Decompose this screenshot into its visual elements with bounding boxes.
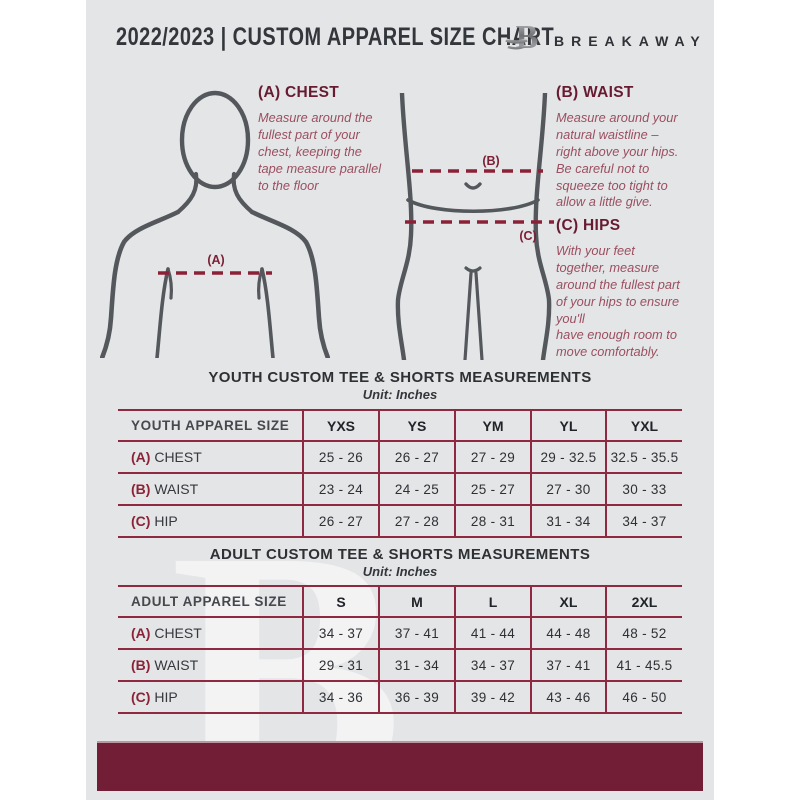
size-range-cell: 29 - 32.5 <box>530 441 606 473</box>
size-column-header: YS <box>378 410 455 441</box>
waist-hips-silhouette-figure: (B) (C) <box>395 93 554 360</box>
youth-size-table: YOUTH APPAREL SIZE YXS YS YM YL YXL (A) CHEST… <box>118 409 682 538</box>
row-letter-prefix: (A) <box>131 625 151 641</box>
adult-table-unit: Unit: Inches <box>362 564 438 579</box>
size-range-cell: 27 - 28 <box>378 505 455 537</box>
size-range-cell: 26 - 27 <box>302 505 379 537</box>
size-range-cell: 24 - 25 <box>378 473 455 505</box>
torso-silhouette-figure: (A) <box>100 90 330 358</box>
waist-heading: (B) WAIST <box>556 84 634 101</box>
measurement-row: (B) WAIST 29 - 31 31 - 34 34 - 37 37 - 41 41 … <box>118 649 682 681</box>
measurement-row: (A) CHEST 25 - 26 26 - 27 27 - 29 29 - 32.5 3… <box>118 441 682 473</box>
size-column-header: YXL <box>605 410 682 441</box>
measurement-row-label: (A) CHEST <box>131 449 202 465</box>
measurement-row: (C) HIP 26 - 27 27 - 28 28 - 31 31 - 34 34 - … <box>118 505 682 537</box>
brand-name: BREAKAWAY <box>554 33 707 49</box>
size-range-cell: 27 - 30 <box>530 473 606 505</box>
size-column-header: M <box>378 586 455 617</box>
row-letter-prefix: (B) <box>131 657 151 673</box>
measurement-row-label: (C) HIP <box>131 513 178 529</box>
size-range-cell: 41 - 44 <box>454 617 531 649</box>
apparel-size-corner-header: YOUTH APPAREL SIZE <box>131 418 290 433</box>
marker-c-label: (C) <box>519 229 536 243</box>
waist-guide: (B) WAIST Measure around your natural wa… <box>556 84 714 211</box>
size-range-cell: 34 - 37 <box>302 617 379 649</box>
size-column-header: YM <box>454 410 531 441</box>
apparel-size-corner-header: ADULT APPAREL SIZE <box>131 594 287 609</box>
size-range-cell: 46 - 50 <box>605 681 682 713</box>
marker-b-label: (B) <box>482 154 499 168</box>
chest-instructions: Measure around the fullest part of your … <box>258 110 382 193</box>
size-range-cell: 44 - 48 <box>530 617 606 649</box>
size-range-cell: 26 - 27 <box>378 441 455 473</box>
size-range-cell: 28 - 31 <box>454 505 531 537</box>
measurement-row: (A) CHEST 34 - 37 37 - 41 41 - 44 44 - 48 48 … <box>118 617 682 649</box>
adult-header-row: ADULT APPAREL SIZE S M L XL 2XL <box>118 586 682 617</box>
size-range-cell: 48 - 52 <box>605 617 682 649</box>
row-letter-prefix: (C) <box>131 689 151 705</box>
size-range-cell: 27 - 29 <box>454 441 531 473</box>
size-range-cell: 41 - 45.5 <box>605 649 682 681</box>
footer-bar <box>97 741 703 791</box>
adult-size-table: ADULT APPAREL SIZE S M L XL 2XL (A) CHEST 34 -… <box>118 585 682 714</box>
measurement-row: (B) WAIST 23 - 24 24 - 25 25 - 27 27 - 30 30 … <box>118 473 682 505</box>
size-range-cell: 43 - 46 <box>530 681 606 713</box>
size-range-cell: 25 - 26 <box>302 441 379 473</box>
measurement-row-label: (A) CHEST <box>131 625 202 641</box>
row-letter-prefix: (C) <box>131 513 151 529</box>
measurement-row-label: (B) WAIST <box>131 481 199 497</box>
size-column-header: L <box>454 586 531 617</box>
youth-table-unit: Unit: Inches <box>362 387 438 402</box>
page-title: 2022/2023 | CUSTOM APPAREL SIZE CHART <box>116 23 555 51</box>
size-range-cell: 31 - 34 <box>378 649 455 681</box>
youth-header-row: YOUTH APPAREL SIZE YXS YS YM YL YXL <box>118 410 682 441</box>
size-range-cell: 39 - 42 <box>454 681 531 713</box>
size-range-cell: 29 - 31 <box>302 649 379 681</box>
size-range-cell: 30 - 33 <box>605 473 682 505</box>
size-range-cell: 34 - 37 <box>605 505 682 537</box>
hips-heading: (C) HIPS <box>556 217 621 234</box>
size-range-cell: 31 - 34 <box>530 505 606 537</box>
size-column-header: XL <box>530 586 606 617</box>
measurement-row-label: (B) WAIST <box>131 657 199 673</box>
youth-table-title: YOUTH CUSTOM TEE & SHORTS MEASUREMENTS <box>208 369 592 386</box>
hips-guide: (C) HIPS With your feet together, measur… <box>556 217 714 361</box>
breakaway-logo-icon: B <box>505 19 539 56</box>
size-range-cell: 36 - 39 <box>378 681 455 713</box>
size-range-cell: 23 - 24 <box>302 473 379 505</box>
row-letter-prefix: (A) <box>131 449 151 465</box>
size-range-cell: 37 - 41 <box>530 649 606 681</box>
chest-heading: (A) CHEST <box>258 84 340 101</box>
size-range-cell: 32.5 - 35.5 <box>605 441 682 473</box>
svg-text:B: B <box>516 19 539 56</box>
measurement-row: (C) HIP 34 - 36 36 - 39 39 - 42 43 - 46 46 - … <box>118 681 682 713</box>
chest-guide: (A) CHEST Measure around the fullest par… <box>258 84 436 194</box>
waist-instructions: Measure around your natural waistline – … <box>556 110 679 210</box>
measurement-row-label: (C) HIP <box>131 689 178 705</box>
size-column-header: S <box>302 586 379 617</box>
hips-instructions: With your feet together, measure around … <box>556 243 680 360</box>
size-range-cell: 37 - 41 <box>378 617 455 649</box>
size-column-header: YL <box>530 410 606 441</box>
size-column-header: 2XL <box>605 586 682 617</box>
row-letter-prefix: (B) <box>131 481 151 497</box>
size-range-cell: 25 - 27 <box>454 473 531 505</box>
size-column-header: YXS <box>302 410 379 441</box>
size-range-cell: 34 - 36 <box>302 681 379 713</box>
size-range-cell: 34 - 37 <box>454 649 531 681</box>
marker-a-label: (A) <box>207 253 224 267</box>
page: B 2022/2023 | CUSTOM APPAREL SIZE CHART … <box>86 0 714 800</box>
adult-table-title: ADULT CUSTOM TEE & SHORTS MEASUREMENTS <box>209 546 591 563</box>
